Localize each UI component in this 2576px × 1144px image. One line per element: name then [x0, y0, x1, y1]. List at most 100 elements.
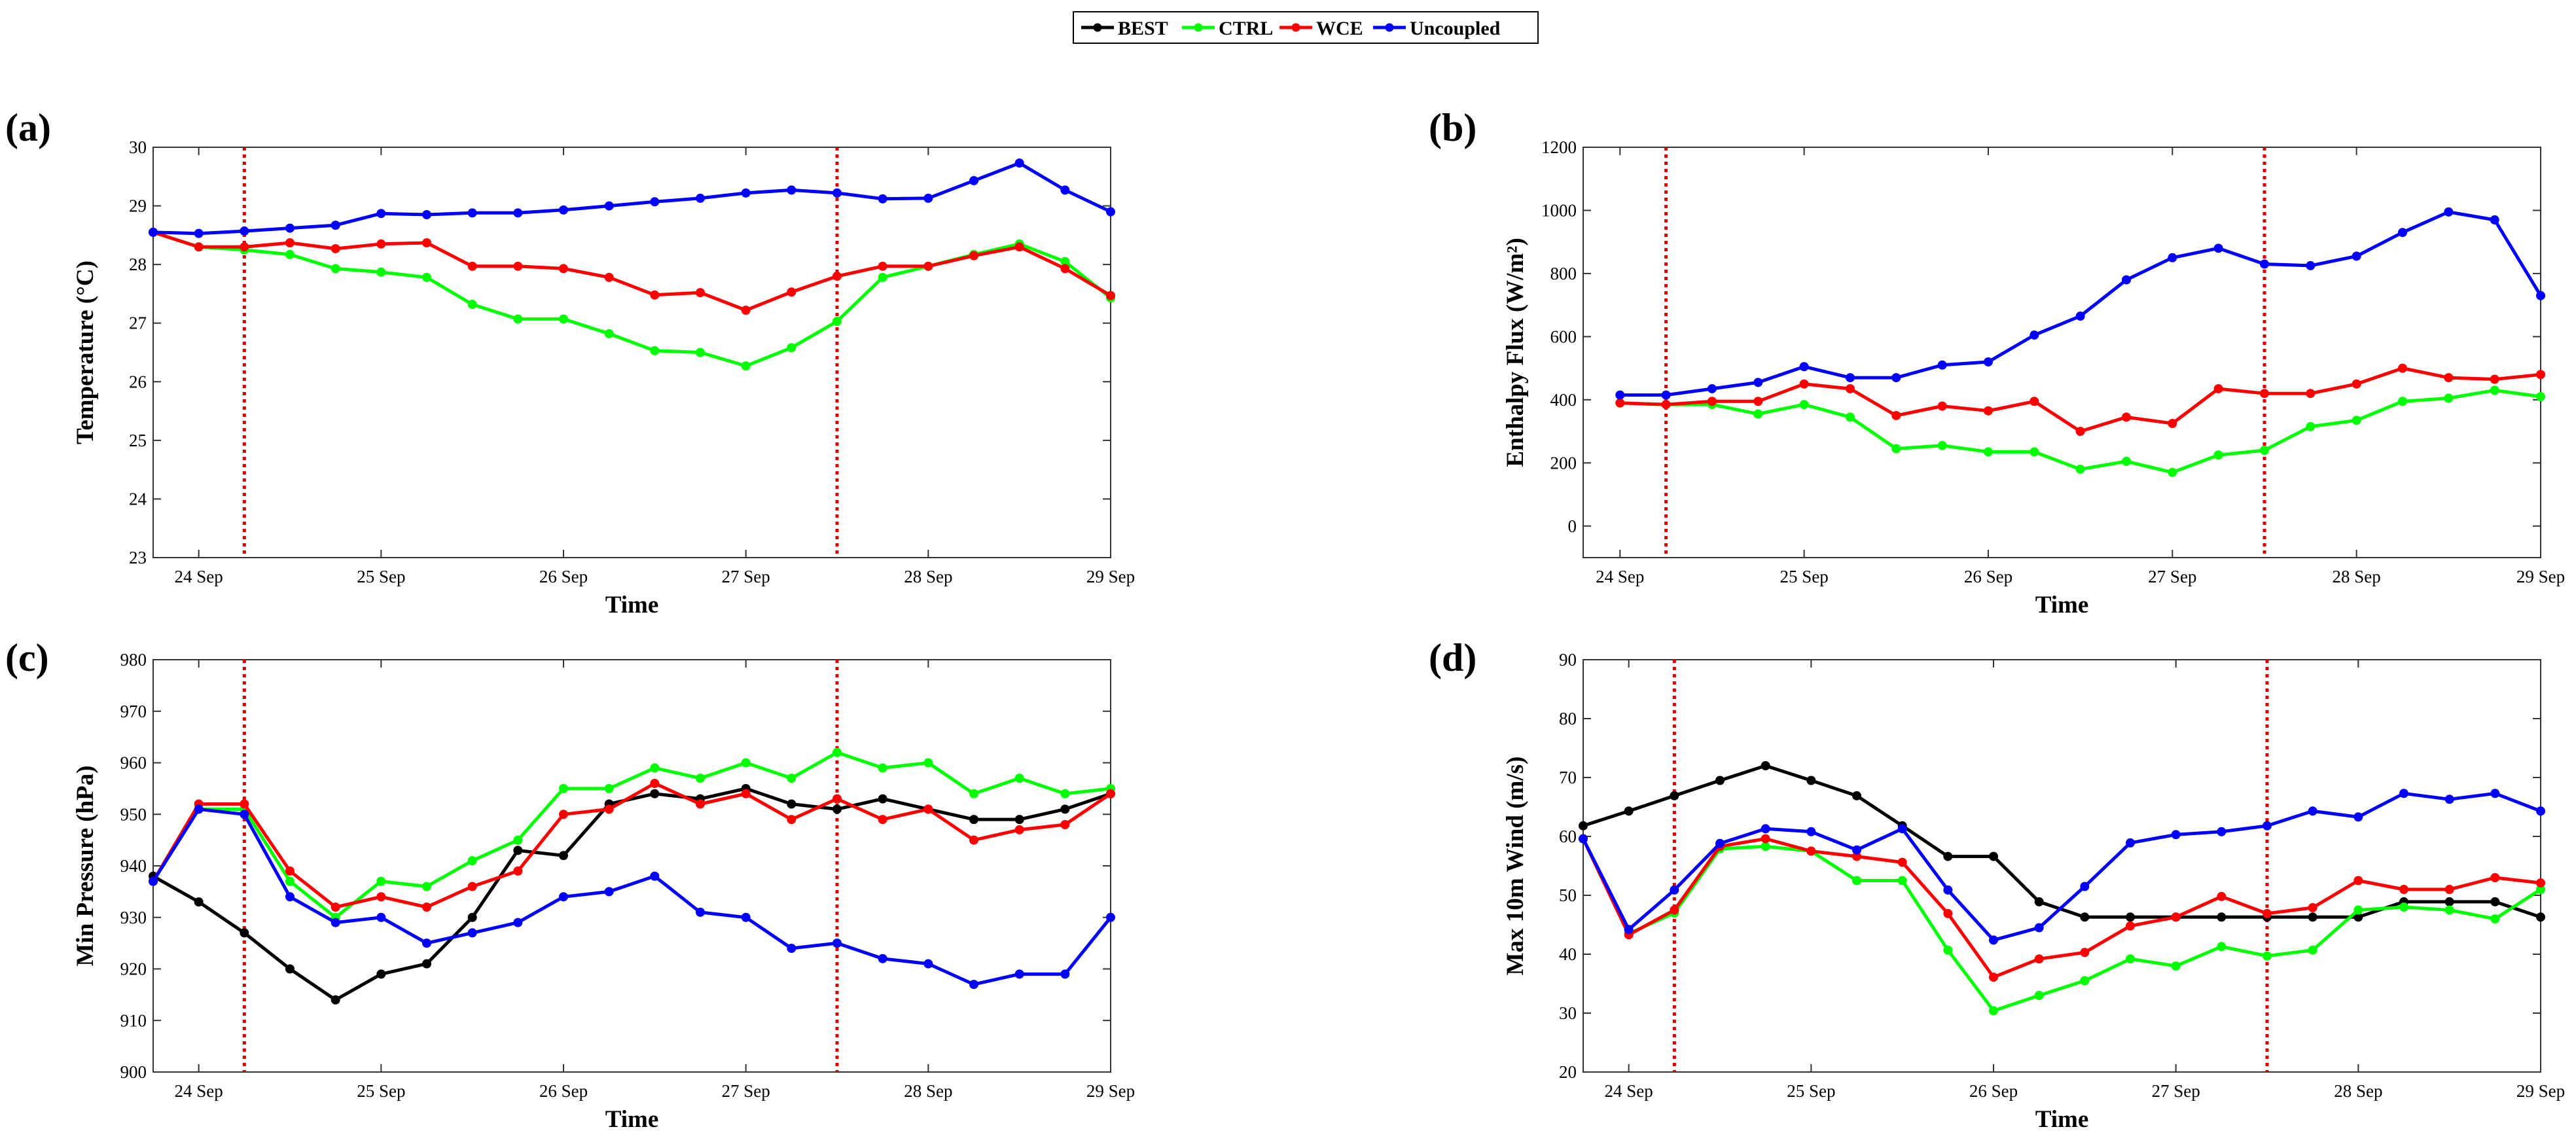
y-tick-label: 920	[120, 959, 147, 979]
data-point	[285, 866, 295, 876]
data-point	[2352, 416, 2361, 425]
data-point	[194, 228, 204, 238]
series-line-uncoupled	[151, 807, 1112, 986]
series-wce	[1579, 834, 2545, 982]
y-tick-label: 40	[1559, 944, 1577, 964]
data-point	[1753, 378, 1763, 387]
data-point	[832, 272, 842, 281]
data-point	[2075, 312, 2085, 321]
x-axis-label: Time	[2035, 592, 2089, 618]
data-point	[650, 197, 660, 207]
x-tick-label: 27 Sep	[2148, 567, 2196, 586]
data-point	[787, 343, 796, 353]
axes-box	[152, 659, 1111, 1073]
data-point	[513, 835, 523, 845]
data-point	[1897, 857, 1907, 867]
data-point	[2490, 914, 2500, 923]
data-point	[878, 261, 887, 271]
y-tick-label: 950	[120, 804, 147, 824]
x-tick-label: 25 Sep	[1780, 567, 1828, 586]
data-point	[1670, 791, 1679, 800]
data-point	[2121, 456, 2131, 466]
data-point	[2444, 373, 2454, 383]
data-point	[1715, 776, 1725, 785]
data-point	[696, 799, 705, 809]
y-tick-label: 30	[1559, 1003, 1577, 1023]
data-point	[1943, 851, 1953, 861]
data-point	[376, 912, 386, 922]
data-point	[559, 851, 568, 861]
x-tick-label: 26 Sep	[1969, 1081, 2018, 1101]
data-point	[2263, 951, 2272, 961]
y-tick-label: 29	[129, 196, 147, 216]
data-point	[1661, 400, 1671, 410]
data-point	[832, 747, 842, 757]
data-point	[2126, 921, 2135, 931]
data-point	[2030, 330, 2039, 340]
data-point	[2126, 954, 2135, 964]
data-point	[2034, 923, 2044, 933]
data-point	[2536, 912, 2545, 922]
series-ctrl	[1579, 834, 2545, 1016]
data-point	[1014, 825, 1024, 834]
x-tick-label: 29 Sep	[1086, 567, 1135, 586]
data-point	[1937, 440, 1947, 450]
series-ctrl	[149, 227, 1115, 371]
data-point	[1983, 357, 1993, 366]
y-tick-label: 50	[1559, 885, 1577, 905]
data-point	[467, 261, 477, 271]
data-point	[2444, 897, 2454, 906]
data-point	[2168, 253, 2177, 262]
y-tick-label: 1000	[1541, 200, 1577, 220]
data-point	[650, 779, 660, 788]
y-tick-label: 23	[129, 548, 147, 567]
y-tick-label: 25	[129, 431, 147, 450]
data-point	[331, 903, 340, 912]
legend-item-ctrl: CTRL	[1182, 18, 1273, 39]
data-point	[2536, 392, 2545, 402]
data-point	[2490, 374, 2499, 384]
data-point	[2308, 945, 2317, 955]
y-axis-label: Min Pressure (hPa)	[72, 766, 99, 967]
data-point	[969, 815, 978, 825]
legend-item-uncoupled: Uncoupled	[1373, 18, 1501, 39]
data-point	[422, 272, 431, 282]
data-point	[2030, 447, 2039, 457]
x-tick-label: 24 Sep	[175, 1081, 223, 1101]
data-point	[2034, 991, 2044, 1000]
data-point	[1060, 257, 1070, 266]
data-point	[2213, 384, 2223, 393]
data-point	[1943, 885, 1953, 895]
axes-box	[152, 147, 1111, 558]
data-point	[2397, 228, 2407, 238]
data-point	[1106, 912, 1115, 922]
data-point	[1937, 401, 1947, 411]
panel-b: (b) 0 200 400 600 800 1000 1200 24 Sep 25 Sep 26 S…	[1429, 106, 2565, 618]
legend-label-wce: WCE	[1316, 18, 1363, 39]
data-point	[467, 928, 477, 938]
data-point	[2444, 207, 2454, 217]
data-point	[650, 290, 660, 300]
data-point	[2080, 882, 2090, 891]
panels: (a) 23 24 25 26 27 28 29 30 24 Sep 25 Sep 26 Sep 27 …	[5, 106, 2565, 1133]
panel-label: (c)	[5, 636, 49, 679]
data-point	[2308, 912, 2317, 922]
legend-item-best: BEST	[1081, 18, 1168, 39]
data-point	[1060, 820, 1070, 829]
x-tick-label: 28 Sep	[2333, 567, 2381, 586]
panel-d: (d) 20 30 40 50 60 70 80 90 24 Sep 25 Sep 26 Sep 27 …	[1429, 636, 2565, 1133]
data-point	[1983, 406, 1993, 416]
data-point	[1615, 390, 1625, 400]
data-point	[1715, 838, 1725, 848]
data-point	[604, 804, 614, 814]
data-point	[923, 261, 933, 271]
data-point	[1943, 945, 1953, 955]
legend-label-ctrl: CTRL	[1219, 18, 1273, 39]
data-point	[2306, 389, 2316, 399]
data-point	[2490, 897, 2500, 906]
legend: BEST CTRL WCE Uncoupled	[1073, 11, 1539, 44]
y-tick-label: 80	[1559, 709, 1577, 728]
panel-c: (c) 900 910 920 930 940 950 960 970 980 24 Sep 25 S…	[5, 636, 1135, 1133]
series-ctrl	[1615, 385, 2545, 477]
data-point	[1753, 397, 1763, 406]
